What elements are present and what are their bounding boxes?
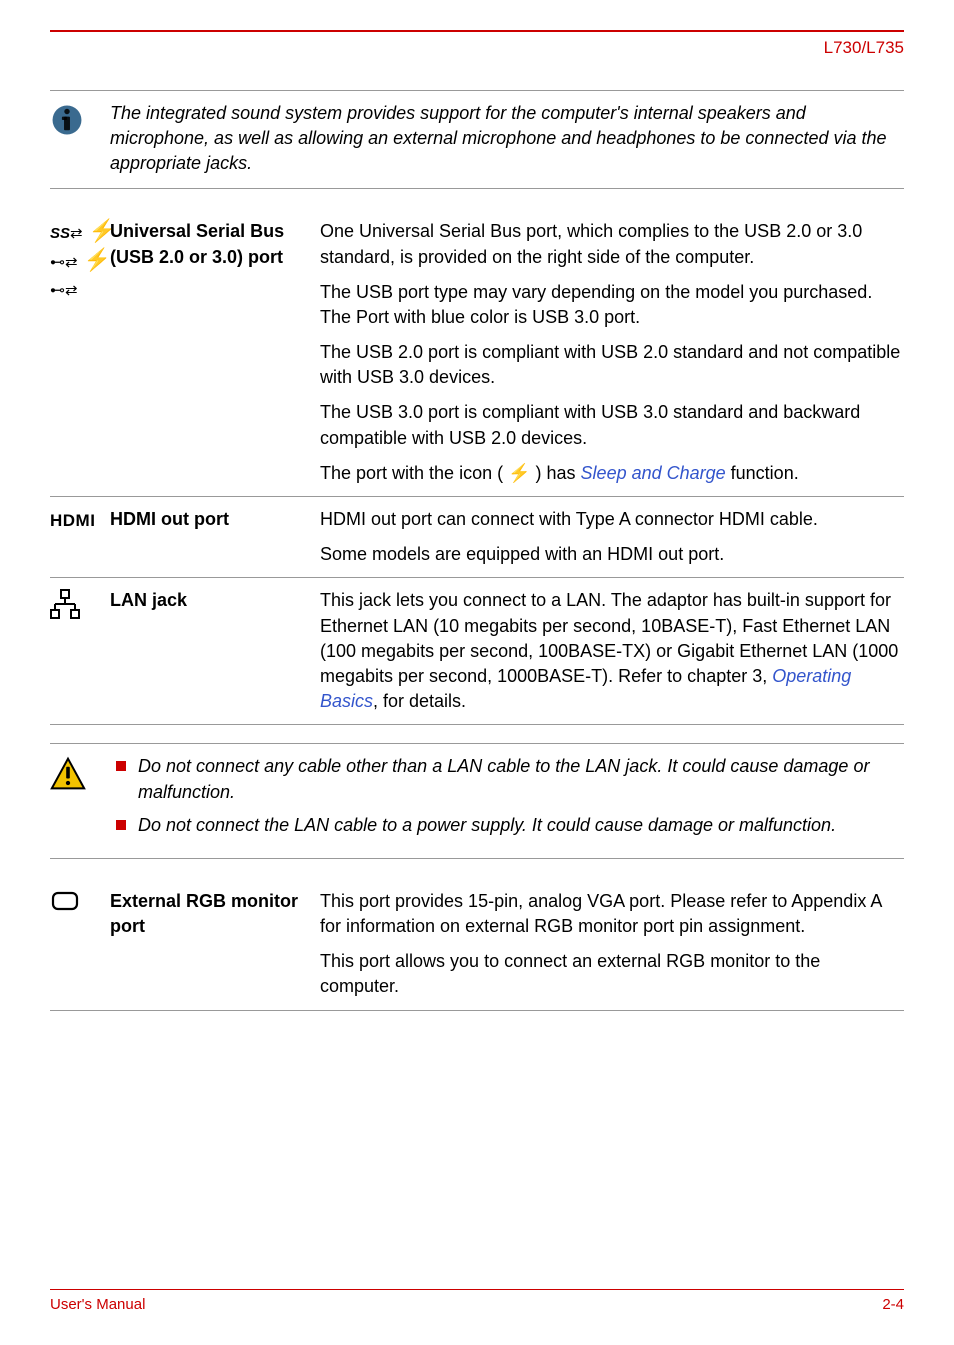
- usb-heading: Universal Serial Bus (USB 2.0 or 3.0) po…: [110, 219, 320, 486]
- usb-p5c: function.: [726, 463, 799, 483]
- usb-p3: The USB 2.0 port is compliant with USB 2…: [320, 340, 904, 390]
- warn-item-1: Do not connect any cable other than a LA…: [110, 754, 904, 804]
- warning-body: Do not connect any cable other than a LA…: [110, 754, 904, 846]
- lan-p1: This jack lets you connect to a LAN. The…: [320, 588, 904, 714]
- usb-desc: One Universal Serial Bus port, which com…: [320, 219, 904, 486]
- spec-lan: LAN jack This jack lets you connect to a…: [50, 578, 904, 725]
- hdmi-desc: HDMI out port can connect with Type A co…: [320, 507, 904, 567]
- footer-left: User's Manual: [50, 1294, 145, 1315]
- note-integrated-sound: The integrated sound system provides sup…: [50, 90, 904, 190]
- lan-heading: LAN jack: [110, 588, 320, 714]
- info-icon: [50, 101, 110, 144]
- header-rule: [50, 30, 904, 32]
- lan-desc: This jack lets you connect to a LAN. The…: [320, 588, 904, 714]
- note-text: The integrated sound system provides sup…: [110, 101, 904, 177]
- warning-icon: [50, 754, 110, 799]
- usb-p5: The port with the icon ( ⚡ ) has Sleep a…: [320, 461, 904, 486]
- rgb-p2: This port allows you to connect an exter…: [320, 949, 904, 999]
- rgb-heading: External RGB monitor port: [110, 889, 320, 1000]
- hdmi-icon: HDMI: [50, 507, 110, 567]
- spec-usb: SS⇄ ⚡ ⊷⇄ ⚡ ⊷⇄ Universal Serial Bus (USB …: [50, 209, 904, 497]
- rgb-p1: This port provides 15-pin, analog VGA po…: [320, 889, 904, 939]
- rgb-desc: This port provides 15-pin, analog VGA po…: [320, 889, 904, 1000]
- header-model: L730/L735: [50, 36, 904, 60]
- hdmi-icon-label: HDMI: [50, 511, 95, 530]
- hdmi-p1: HDMI out port can connect with Type A co…: [320, 507, 904, 532]
- footer: User's Manual 2-4: [50, 1289, 904, 1315]
- lan-p1b: , for details.: [373, 691, 466, 711]
- rgb-icon: [50, 889, 110, 1000]
- sleep-charge-link[interactable]: Sleep and Charge: [581, 463, 726, 483]
- usb-p5a: The port with the icon (: [320, 463, 508, 483]
- page: L730/L735 The integrated sound system pr…: [0, 0, 954, 1345]
- hdmi-p2: Some models are equipped with an HDMI ou…: [320, 542, 904, 567]
- footer-right: 2-4: [882, 1294, 904, 1315]
- lan-icon: [50, 588, 110, 714]
- lightning-icon: ⚡: [508, 463, 530, 483]
- usb-p2: The USB port type may vary depending on …: [320, 280, 904, 330]
- usb-p1: One Universal Serial Bus port, which com…: [320, 219, 904, 269]
- usb-icon: SS⇄ ⚡ ⊷⇄ ⚡ ⊷⇄: [50, 219, 110, 486]
- warning-lan-cable: Do not connect any cable other than a LA…: [50, 743, 904, 859]
- usb-p4: The USB 3.0 port is compliant with USB 3…: [320, 400, 904, 450]
- hdmi-heading: HDMI out port: [110, 507, 320, 567]
- warn-item-2: Do not connect the LAN cable to a power …: [110, 813, 904, 838]
- spec-hdmi: HDMI HDMI out port HDMI out port can con…: [50, 497, 904, 578]
- spec-rgb: External RGB monitor port This port prov…: [50, 879, 904, 1011]
- usb-p5b: ) has: [531, 463, 581, 483]
